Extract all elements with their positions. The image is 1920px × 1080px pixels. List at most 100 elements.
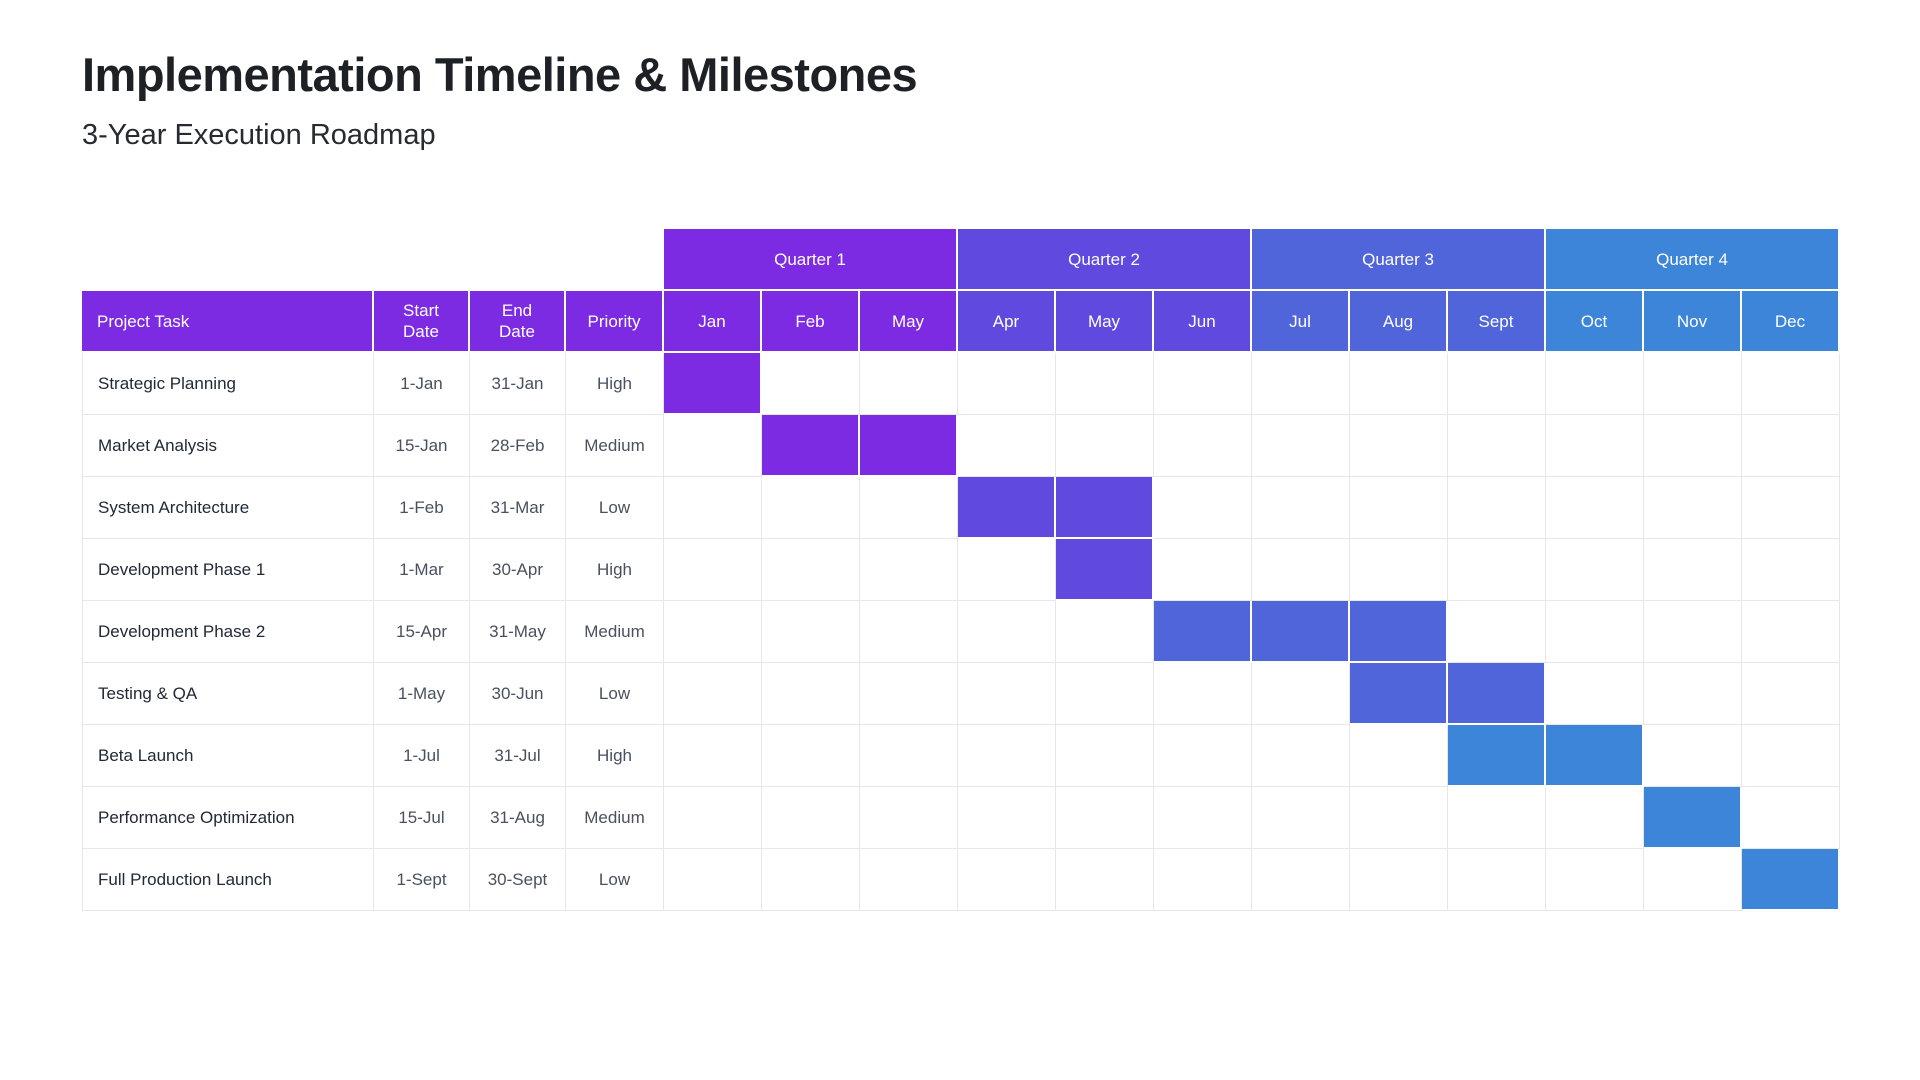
start-date-cell: 1-Jan — [374, 353, 470, 415]
gantt-empty-cell — [1154, 539, 1252, 601]
gantt-empty-cell — [958, 539, 1056, 601]
priority-cell: Medium — [566, 601, 664, 663]
gantt-empty-cell — [1252, 725, 1350, 787]
gantt-empty-cell — [1644, 539, 1742, 601]
gantt-empty-cell — [1644, 415, 1742, 477]
gantt-empty-cell — [762, 353, 860, 415]
month-header: Feb — [762, 291, 860, 353]
gantt-empty-cell — [958, 787, 1056, 849]
task-name-cell: Development Phase 2 — [82, 601, 374, 663]
gantt-bar-cell — [1742, 849, 1840, 911]
column-header: Start Date — [374, 291, 470, 353]
gantt-empty-cell — [1448, 353, 1546, 415]
priority-cell: Medium — [566, 787, 664, 849]
priority-cell: Low — [566, 849, 664, 911]
gantt-bar-cell — [860, 415, 958, 477]
gantt-empty-cell — [860, 787, 958, 849]
gantt-bar-cell — [1252, 601, 1350, 663]
gantt-empty-cell — [1448, 849, 1546, 911]
gantt-empty-cell — [664, 787, 762, 849]
priority-cell: High — [566, 353, 664, 415]
gantt-empty-cell — [860, 539, 958, 601]
gantt-empty-cell — [1448, 601, 1546, 663]
gantt-empty-cell — [1448, 787, 1546, 849]
gantt-empty-cell — [1644, 353, 1742, 415]
quarter-row-spacer — [82, 229, 664, 291]
gantt-bar-cell — [1644, 787, 1742, 849]
gantt-empty-cell — [1546, 539, 1644, 601]
gantt-bar-cell — [664, 353, 762, 415]
task-name-cell: Development Phase 1 — [82, 539, 374, 601]
gantt-empty-cell — [860, 663, 958, 725]
gantt-empty-cell — [1350, 787, 1448, 849]
gantt-empty-cell — [664, 663, 762, 725]
gantt-empty-cell — [1546, 477, 1644, 539]
month-header: Nov — [1644, 291, 1742, 353]
gantt-empty-cell — [1742, 725, 1840, 787]
gantt-empty-cell — [1154, 787, 1252, 849]
gantt-empty-cell — [1742, 663, 1840, 725]
gantt-bar-cell — [762, 415, 860, 477]
month-header: Jan — [664, 291, 762, 353]
gantt-empty-cell — [1546, 849, 1644, 911]
gantt-empty-cell — [1644, 477, 1742, 539]
gantt-empty-cell — [958, 663, 1056, 725]
gantt-empty-cell — [1350, 353, 1448, 415]
column-header: End Date — [470, 291, 566, 353]
gantt-empty-cell — [762, 849, 860, 911]
gantt-empty-cell — [1350, 539, 1448, 601]
gantt-empty-cell — [762, 787, 860, 849]
gantt-empty-cell — [1154, 849, 1252, 911]
gantt-empty-cell — [1350, 725, 1448, 787]
gantt-empty-cell — [1154, 415, 1252, 477]
quarter-header: Quarter 2 — [958, 229, 1252, 291]
gantt-empty-cell — [1056, 787, 1154, 849]
gantt-empty-cell — [958, 725, 1056, 787]
priority-cell: Medium — [566, 415, 664, 477]
gantt-empty-cell — [762, 663, 860, 725]
page-subtitle: 3-Year Execution Roadmap — [82, 119, 436, 151]
column-header: Priority — [566, 291, 664, 353]
start-date-cell: 1-Sept — [374, 849, 470, 911]
gantt-empty-cell — [1252, 539, 1350, 601]
priority-cell: Low — [566, 663, 664, 725]
gantt-empty-cell — [1742, 539, 1840, 601]
gantt-empty-cell — [664, 539, 762, 601]
gantt-empty-cell — [762, 539, 860, 601]
gantt-empty-cell — [1056, 725, 1154, 787]
gantt-bar-cell — [1350, 601, 1448, 663]
gantt-empty-cell — [1448, 539, 1546, 601]
gantt-empty-cell — [664, 725, 762, 787]
gantt-empty-cell — [1056, 601, 1154, 663]
month-header: May — [860, 291, 958, 353]
gantt-empty-cell — [664, 849, 762, 911]
gantt-empty-cell — [1154, 353, 1252, 415]
gantt-empty-cell — [1252, 477, 1350, 539]
gantt-empty-cell — [664, 415, 762, 477]
end-date-cell: 31-Jul — [470, 725, 566, 787]
gantt-empty-cell — [1546, 601, 1644, 663]
gantt-empty-cell — [1742, 415, 1840, 477]
gantt-empty-cell — [1546, 353, 1644, 415]
gantt-empty-cell — [762, 477, 860, 539]
end-date-cell: 28-Feb — [470, 415, 566, 477]
gantt-empty-cell — [1742, 601, 1840, 663]
gantt-bar-cell — [1448, 725, 1546, 787]
gantt-bar-cell — [1154, 601, 1252, 663]
gantt-empty-cell — [1742, 787, 1840, 849]
gantt-empty-cell — [1546, 787, 1644, 849]
gantt-empty-cell — [958, 849, 1056, 911]
slide-canvas: Implementation Timeline & Milestones 3-Y… — [82, 48, 1840, 911]
gantt-empty-cell — [664, 601, 762, 663]
gantt-empty-cell — [1448, 477, 1546, 539]
gantt-empty-cell — [860, 353, 958, 415]
start-date-cell: 15-Apr — [374, 601, 470, 663]
gantt-empty-cell — [1350, 849, 1448, 911]
month-header: May — [1056, 291, 1154, 353]
end-date-cell: 30-Jun — [470, 663, 566, 725]
quarter-header: Quarter 1 — [664, 229, 958, 291]
task-name-cell: Performance Optimization — [82, 787, 374, 849]
quarter-header: Quarter 3 — [1252, 229, 1546, 291]
gantt-empty-cell — [1154, 663, 1252, 725]
gantt-empty-cell — [1056, 849, 1154, 911]
